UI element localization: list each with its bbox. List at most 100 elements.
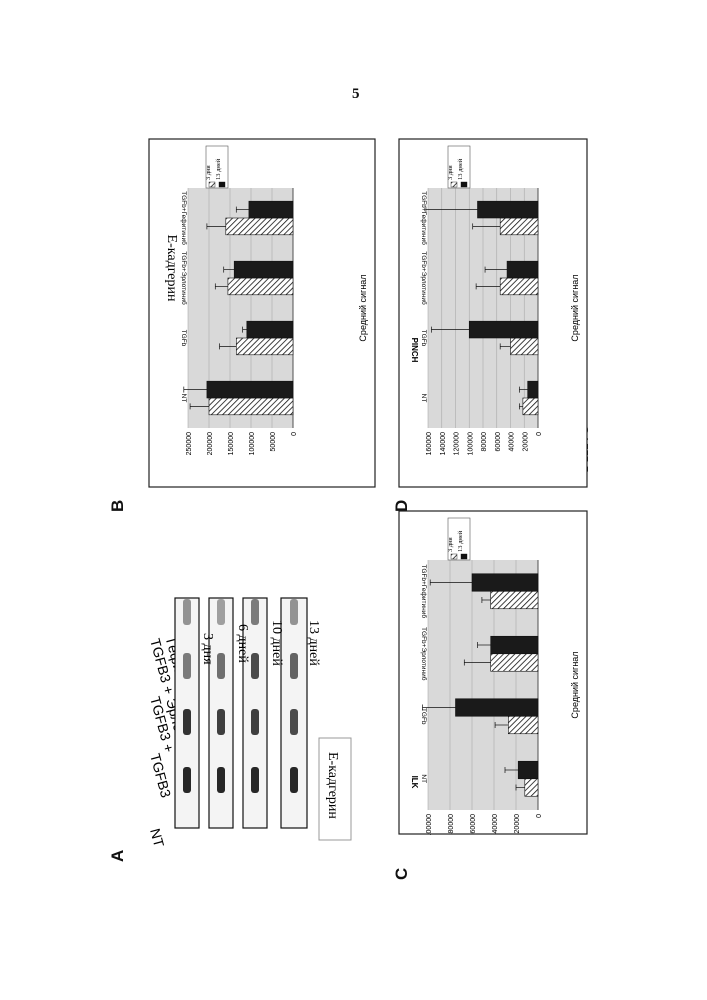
bar xyxy=(478,201,539,218)
bar xyxy=(226,218,293,235)
bar xyxy=(247,321,293,338)
category-label: TGFb+Гефитиниб xyxy=(420,564,428,618)
bar xyxy=(209,398,293,415)
timepoint-label: 13 дней xyxy=(306,620,321,666)
y-tick-label: 20000 xyxy=(514,814,521,834)
legend-swatch xyxy=(219,182,225,187)
timepoint-label: 3 дня xyxy=(200,633,215,665)
category-label: TGFb xyxy=(180,330,187,347)
bar xyxy=(207,381,293,398)
blot-band xyxy=(251,709,259,735)
bar xyxy=(469,321,538,338)
legend-label: 3 дня xyxy=(447,537,454,552)
legend-swatch xyxy=(461,554,467,559)
chart-pinch: 0 20000 40000 60000 80000 100000 120000 140000 1… xyxy=(398,138,588,488)
category-label: TGFb+Эрлотиниб xyxy=(420,627,428,681)
lane-label: NT xyxy=(147,827,167,850)
y-tick-label: 50000 xyxy=(270,432,277,452)
legend-label: 13 дней xyxy=(457,158,464,180)
y-tick-label: 60000 xyxy=(495,432,502,452)
chart-e-cadherin: 050000100000150000200000250000Средний си… xyxy=(148,138,376,488)
chart-title: PINCH xyxy=(410,338,419,363)
blot-band xyxy=(183,599,191,625)
y-tick-label: 160000 xyxy=(426,432,433,455)
blot-band xyxy=(217,767,225,793)
category-label: NT xyxy=(180,394,187,403)
y-tick-label: 40000 xyxy=(509,432,516,452)
bar xyxy=(511,338,539,355)
y-tick-label: 60000 xyxy=(470,814,477,834)
legend-label: 13 дней xyxy=(457,530,464,552)
category-label: TGFb xyxy=(420,708,427,725)
legend: 3 дня13 дней xyxy=(205,146,228,188)
timepoint-label: 10 дней xyxy=(269,620,284,666)
blot-strip xyxy=(175,598,199,828)
y-tick-label: 150000 xyxy=(228,432,235,455)
category-label: NT xyxy=(420,394,427,403)
y-axis-label: Средний сигнал xyxy=(570,274,580,341)
blot-band xyxy=(183,653,191,679)
bar xyxy=(236,338,293,355)
bar xyxy=(228,278,293,295)
bar xyxy=(508,716,538,734)
bar xyxy=(500,278,538,295)
bar xyxy=(500,218,538,235)
blot-band xyxy=(290,709,298,735)
blot-band xyxy=(251,767,259,793)
y-tick-label: 140000 xyxy=(440,432,447,455)
bar xyxy=(234,261,293,278)
bar xyxy=(525,779,538,797)
blot-band xyxy=(290,767,298,793)
blot-band xyxy=(183,709,191,735)
bar xyxy=(491,591,538,609)
lane-label: TGFB3 xyxy=(147,752,174,800)
legend-label: 13 дней xyxy=(215,158,222,180)
y-tick-label: 250000 xyxy=(186,432,193,455)
legend-label: 3 дня xyxy=(205,165,212,180)
legend-label: 3 дня xyxy=(447,165,454,180)
bar xyxy=(456,699,539,717)
y-tick-label: 20000 xyxy=(522,432,529,452)
bar xyxy=(523,398,538,415)
y-tick-label: 80000 xyxy=(481,432,488,452)
chart-title: ILK xyxy=(410,776,419,789)
bar xyxy=(507,261,538,278)
bar xyxy=(472,574,538,592)
blot-band xyxy=(251,653,259,679)
legend-swatch xyxy=(461,182,467,187)
bar xyxy=(491,636,538,654)
blot-band xyxy=(217,599,225,625)
y-tick-label: 80000 xyxy=(448,814,455,834)
y-tick-label: 0 xyxy=(536,432,543,436)
blot-band xyxy=(217,653,225,679)
chart-title: Е-кадгерин xyxy=(164,235,179,302)
blot-band xyxy=(290,653,298,679)
y-tick-label: 100000 xyxy=(467,432,474,455)
y-tick-label: 100000 xyxy=(249,432,256,455)
category-label: TGFb+Гефитиниб xyxy=(180,191,188,245)
bar xyxy=(249,201,293,218)
legend-swatch xyxy=(209,182,215,187)
y-tick-label: 0 xyxy=(536,814,543,818)
y-axis-label: Средний сигнал xyxy=(358,274,368,341)
blot-band xyxy=(251,599,259,625)
category-label: TGFb+Эрлотиниб xyxy=(420,251,428,305)
y-tick-label: 120000 xyxy=(454,432,461,455)
timepoint-label: 6 дней xyxy=(235,624,250,663)
category-label: TGFb+Гефитиниб xyxy=(420,191,428,245)
chart-ilk: 0 20000 40000 60000 80000 100000 Средний сигна… xyxy=(398,510,588,835)
blot-band xyxy=(183,767,191,793)
bar xyxy=(528,381,538,398)
y-tick-label: 200000 xyxy=(207,432,214,455)
protein-label: Е-кадгерин xyxy=(325,752,340,819)
bar xyxy=(518,761,538,779)
category-label: TGFb+Эрлотиниб xyxy=(180,251,188,305)
y-tick-label: 100000 xyxy=(426,814,433,835)
y-tick-label: 40000 xyxy=(492,814,499,834)
category-label: TGFb xyxy=(420,330,427,347)
category-label: NT xyxy=(420,774,427,783)
blot-band xyxy=(290,599,298,625)
bar xyxy=(491,654,538,672)
y-axis-label: Средний сигнал xyxy=(570,651,580,718)
legend-swatch xyxy=(451,554,457,559)
